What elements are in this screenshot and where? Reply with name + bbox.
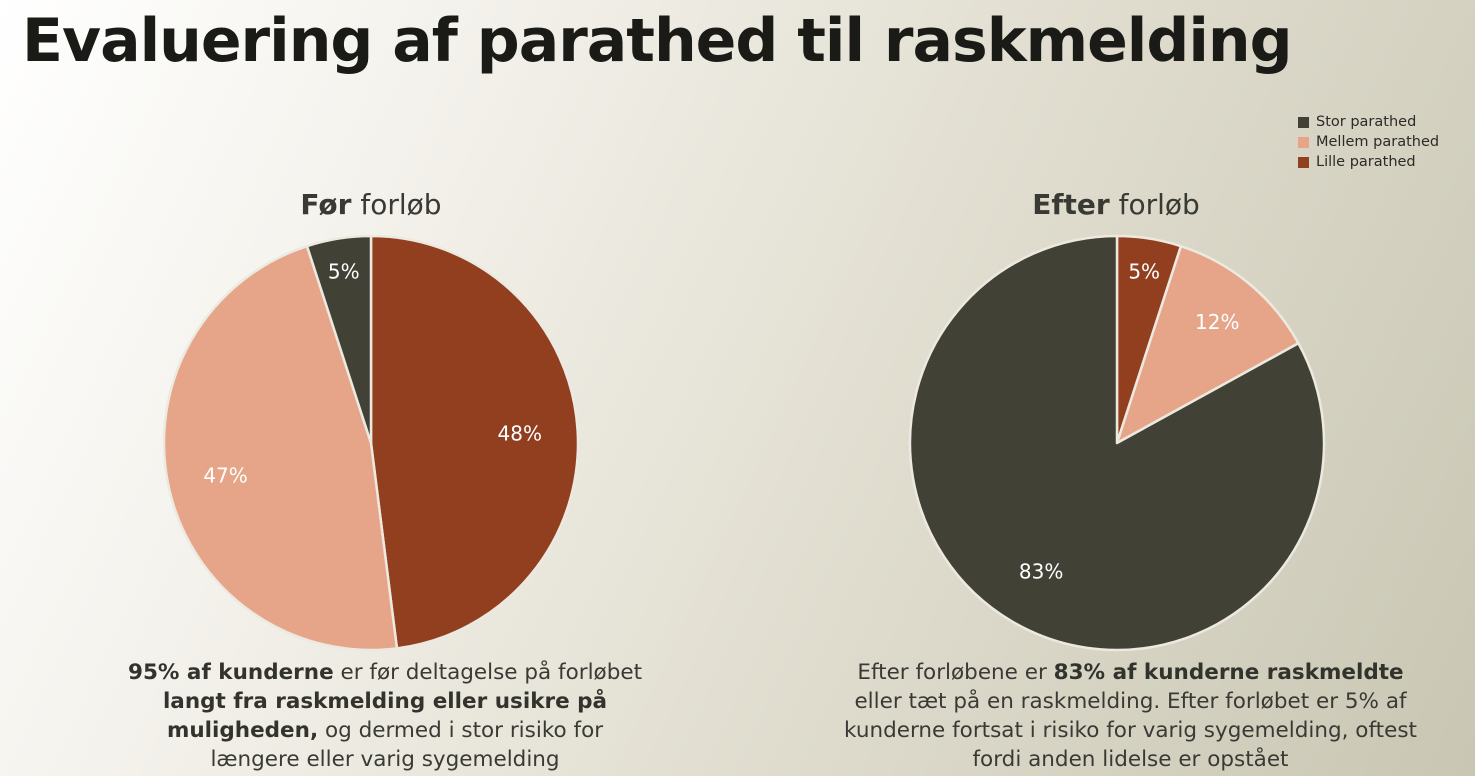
legend-label: Mellem parathed xyxy=(1316,134,1440,150)
chart-title-bold: Efter xyxy=(1032,188,1110,221)
caption-text-2: eller tæt på en raskmelding. Efter forlø… xyxy=(844,689,1417,772)
pie-data-label-stor-parathed: 5% xyxy=(328,259,360,283)
caption-bold-1: 95% af kunderne xyxy=(127,660,334,685)
chart-title-after: Efter forløb xyxy=(916,188,1316,221)
caption-text-1: er før deltagelse på forløbet xyxy=(333,660,643,685)
pie-data-label-mellem-parathed: 12% xyxy=(1195,310,1239,334)
legend-item-lille: Lille parathed xyxy=(1298,152,1439,172)
pie-data-label-mellem-parathed: 47% xyxy=(203,464,247,488)
pie-data-label-lille-parathed: 5% xyxy=(1128,259,1160,283)
caption-before: 95% af kunderne er før deltagelse på for… xyxy=(120,658,650,774)
chart-title-bold: Før xyxy=(300,188,352,221)
chart-title-rest: forløb xyxy=(351,188,442,221)
pie-slice-stor-parathed xyxy=(305,234,373,445)
pie-chart-after: 5% 12% 83% xyxy=(908,234,1326,652)
pie-slice-mellem-parathed xyxy=(1115,244,1300,445)
chart-legend: Stor parathed Mellem parathed Lille para… xyxy=(1298,112,1439,172)
caption-text-1: Efter forløbene er xyxy=(857,660,1054,685)
caption-bold-1: 83% af kunderne raskmeldte xyxy=(1053,660,1404,685)
legend-swatch xyxy=(1298,156,1309,168)
pie-slice-stor-parathed xyxy=(908,234,1326,652)
caption-text-2: og dermed i stor risiko for længere elle… xyxy=(210,718,604,772)
legend-swatch xyxy=(1298,116,1309,128)
chart-title-before: Før forløb xyxy=(171,188,571,221)
pie-data-label-stor-parathed: 83% xyxy=(1019,559,1063,583)
caption-bold-2: langt fra raskmelding eller usikre på mu… xyxy=(162,689,608,743)
page-title: Evaluering af parathed til raskmelding xyxy=(22,6,1293,76)
legend-item-mellem: Mellem parathed xyxy=(1298,132,1439,152)
pie-data-label-lille-parathed: 48% xyxy=(498,422,542,446)
chart-title-rest: forløb xyxy=(1109,188,1200,221)
pie-chart-before: 48% 47% 5% xyxy=(162,234,580,652)
pie-slice-lille-parathed xyxy=(369,234,580,650)
legend-item-stor: Stor parathed xyxy=(1298,112,1439,132)
legend-swatch xyxy=(1298,136,1309,148)
legend-label: Lille parathed xyxy=(1316,154,1416,170)
caption-after: Efter forløbene er 83% af kunderne raskm… xyxy=(838,658,1423,774)
legend-label: Stor parathed xyxy=(1316,114,1417,130)
